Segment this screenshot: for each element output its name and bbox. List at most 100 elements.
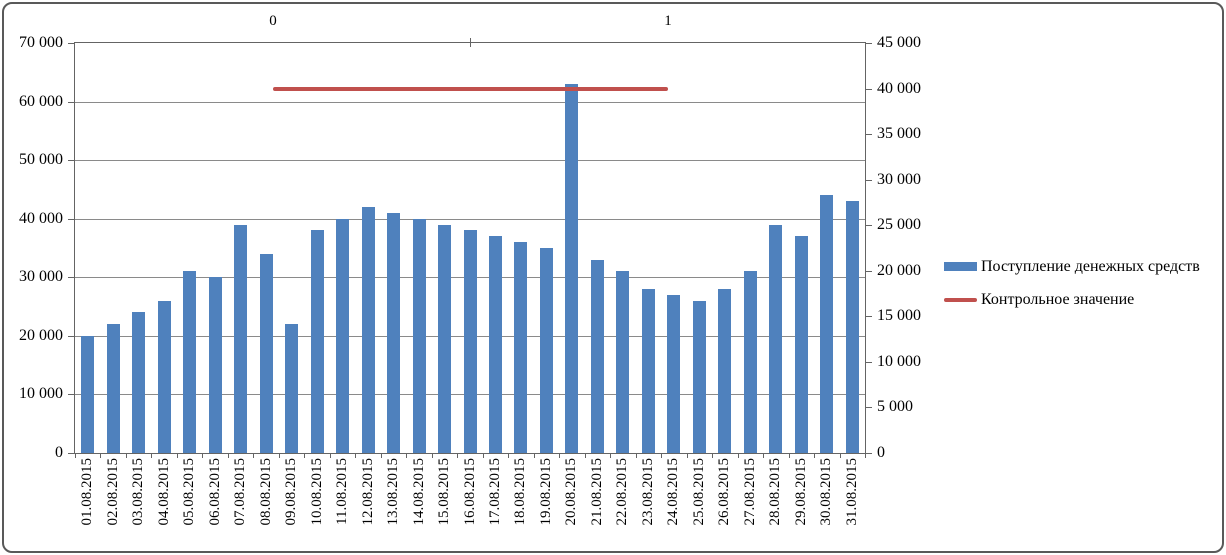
- x-axis-tick-label: 10.08.2015: [309, 458, 325, 526]
- x-axis-tick: [508, 453, 509, 458]
- top-axis-tick-label: 0: [269, 13, 277, 29]
- bar[interactable]: [260, 254, 273, 453]
- x-axis-tick-label: 21.08.2015: [589, 458, 605, 526]
- bar[interactable]: [693, 301, 706, 453]
- y-axis-tick: [68, 336, 75, 337]
- bar[interactable]: [183, 271, 196, 453]
- bar[interactable]: [107, 324, 120, 453]
- bar[interactable]: [642, 289, 655, 453]
- x-axis-tick: [355, 453, 356, 458]
- x-axis-tick-label: 25.08.2015: [691, 458, 707, 526]
- bar[interactable]: [846, 201, 859, 453]
- y-axis-tick: [68, 160, 75, 161]
- y2-axis-tick: [865, 134, 872, 135]
- legend-item-control[interactable]: Контрольное значение: [944, 283, 1200, 316]
- bar[interactable]: [769, 225, 782, 453]
- x-axis-tick: [865, 453, 866, 458]
- bar[interactable]: [413, 219, 426, 453]
- y-axis-tick: [68, 219, 75, 220]
- y-axis-tick: [68, 43, 75, 44]
- x-axis-tick: [126, 453, 127, 458]
- y-axis-tick: [68, 277, 75, 278]
- gridline: [75, 219, 865, 220]
- y2-axis-tick-label: 45 000: [877, 34, 921, 51]
- legend-line-swatch-icon: [944, 297, 977, 302]
- x-axis-tick-label: 30.08.2015: [818, 458, 834, 526]
- control-value-line[interactable]: [273, 87, 668, 91]
- x-axis-tick: [381, 453, 382, 458]
- legend-label-control: Контрольное значение: [981, 290, 1135, 308]
- x-axis-tick-label: 01.08.2015: [79, 458, 95, 526]
- x-axis-tick: [457, 453, 458, 458]
- x-axis-tick: [661, 453, 662, 458]
- bar[interactable]: [81, 336, 94, 453]
- x-axis-tick: [432, 453, 433, 458]
- y2-axis-tick-label: 35 000: [877, 125, 921, 142]
- bar[interactable]: [209, 277, 222, 453]
- y-axis-tick: [68, 102, 75, 103]
- y2-axis-tick: [865, 453, 872, 454]
- y2-axis-tick-label: 30 000: [877, 171, 921, 188]
- x-axis-tick-label: 22.08.2015: [614, 458, 630, 526]
- top-axis-tick: [470, 38, 471, 47]
- bar[interactable]: [514, 242, 527, 453]
- x-axis-tick-label: 17.08.2015: [487, 458, 503, 526]
- x-axis-tick: [585, 453, 586, 458]
- x-axis-tick: [712, 453, 713, 458]
- bar[interactable]: [565, 84, 578, 453]
- bar[interactable]: [158, 301, 171, 453]
- y-axis-tick-label: 70 000: [19, 34, 63, 51]
- bar[interactable]: [489, 236, 502, 453]
- bar[interactable]: [362, 207, 375, 453]
- x-axis-tick-label: 08.08.2015: [258, 458, 274, 526]
- bar[interactable]: [311, 230, 324, 453]
- x-axis-tick-label: 24.08.2015: [665, 458, 681, 526]
- bar[interactable]: [464, 230, 477, 453]
- x-axis-tick-label: 18.08.2015: [512, 458, 528, 526]
- x-axis-tick: [763, 453, 764, 458]
- bar[interactable]: [387, 213, 400, 453]
- bar[interactable]: [616, 271, 629, 453]
- bar[interactable]: [718, 289, 731, 453]
- x-axis-tick-label: 04.08.2015: [156, 458, 172, 526]
- y2-axis-tick: [865, 225, 872, 226]
- bar[interactable]: [234, 225, 247, 453]
- y2-axis-tick: [865, 180, 872, 181]
- x-axis-tick-label: 20.08.2015: [563, 458, 579, 526]
- x-axis-tick: [559, 453, 560, 458]
- y2-axis-tick: [865, 316, 872, 317]
- y-axis-tick-label: 20 000: [19, 327, 63, 344]
- bar[interactable]: [540, 248, 553, 453]
- x-axis-tick: [610, 453, 611, 458]
- bar[interactable]: [285, 324, 298, 453]
- x-axis-tick: [840, 453, 841, 458]
- x-axis-tick-label: 11.08.2015: [334, 458, 350, 525]
- bar[interactable]: [820, 195, 833, 453]
- x-axis-tick: [304, 453, 305, 458]
- x-axis-tick: [75, 453, 76, 458]
- y2-axis-tick-label: 25 000: [877, 216, 921, 233]
- x-axis-tick: [534, 453, 535, 458]
- bar[interactable]: [591, 260, 604, 453]
- y2-axis-tick-label: 20 000: [877, 262, 921, 279]
- y-axis-tick-label: 50 000: [19, 151, 63, 168]
- bar[interactable]: [667, 295, 680, 453]
- bar[interactable]: [438, 225, 451, 453]
- bar[interactable]: [132, 312, 145, 453]
- bar[interactable]: [336, 219, 349, 453]
- y2-axis-tick-label: 40 000: [877, 80, 921, 97]
- chart-legend: Поступление денежных средств Контрольное…: [944, 250, 1200, 316]
- legend-item-receipts[interactable]: Поступление денежных средств: [944, 250, 1200, 283]
- y-axis-tick: [68, 394, 75, 395]
- bar[interactable]: [744, 271, 757, 453]
- x-axis-tick-label: 19.08.2015: [538, 458, 554, 526]
- x-axis-tick-label: 23.08.2015: [640, 458, 656, 526]
- x-axis-tick: [687, 453, 688, 458]
- y2-axis-tick: [865, 43, 872, 44]
- x-axis-tick: [228, 453, 229, 458]
- bar[interactable]: [795, 236, 808, 453]
- x-axis-tick: [814, 453, 815, 458]
- gridline: [75, 160, 865, 161]
- x-axis-tick: [738, 453, 739, 458]
